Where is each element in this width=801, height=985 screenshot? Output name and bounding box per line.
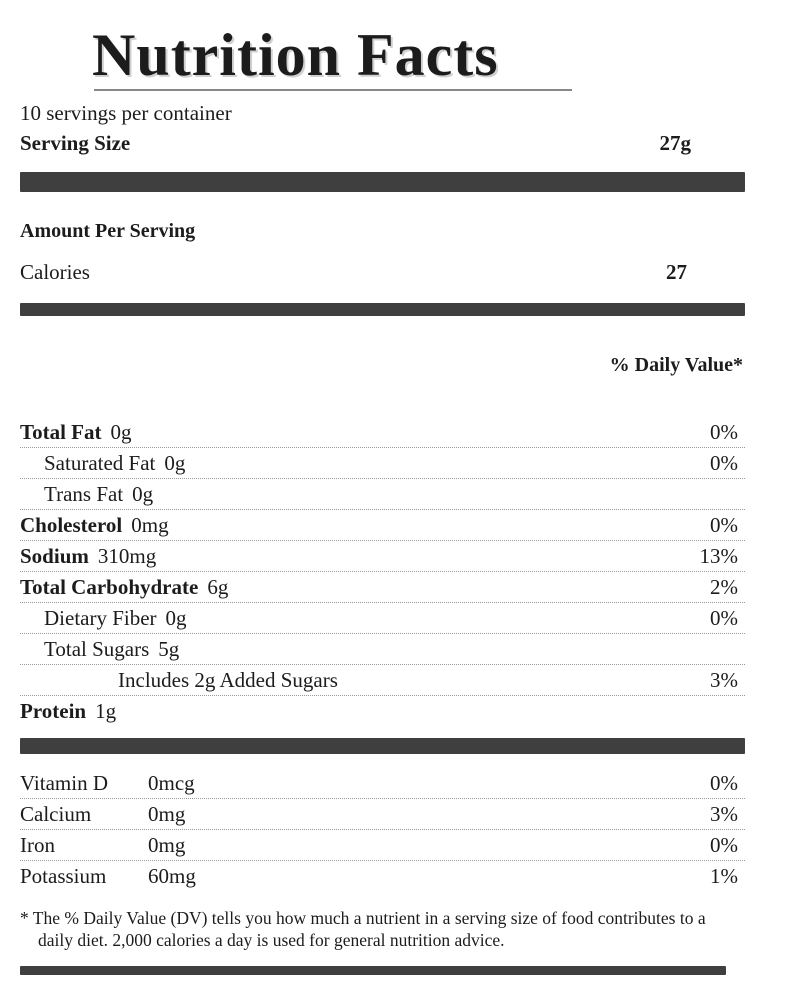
- nutrient-row-sodium: Sodium 310mg 13%: [20, 541, 745, 572]
- nutrient-daily-value: 3%: [710, 668, 738, 692]
- vitamin-amount: 0mg: [148, 802, 186, 826]
- vitamin-daily-value: 1%: [710, 864, 738, 888]
- nutrient-amount: 0mg: [131, 513, 169, 537]
- nutrient-row-added-sugars: Includes 2g Added Sugars 3%: [20, 665, 745, 696]
- nutrient-name: Protein: [20, 699, 87, 723]
- daily-value-header: % Daily Value*: [609, 354, 743, 376]
- amount-per-serving-heading: Amount Per Serving: [20, 220, 196, 242]
- nutrient-name: Total Sugars: [44, 637, 150, 661]
- thick-divider-top: [20, 172, 745, 192]
- nutrient-row-total-fat: Total Fat 0g 0%: [20, 417, 745, 448]
- nutrient-row-saturated-fat: Saturated Fat 0g 0%: [20, 448, 745, 479]
- nutrient-amount: 0g: [164, 451, 186, 475]
- nutrient-amount: 0g: [165, 606, 187, 630]
- thick-divider-vitamins: [20, 738, 745, 754]
- nutrient-name: Cholesterol: [20, 513, 123, 537]
- nutrient-name: Sodium: [20, 544, 89, 568]
- calories-label: Calories: [20, 260, 90, 284]
- daily-value-footnote: * The % Daily Value (DV) tells you how m…: [20, 908, 706, 951]
- nutrient-amount: 0g: [132, 482, 154, 506]
- nutrient-daily-value: 0%: [710, 513, 738, 537]
- vitamin-name: Iron: [20, 833, 55, 857]
- nutrition-facts-label: Nutrition Facts 10 servings per containe…: [20, 0, 745, 975]
- vitamin-name: Vitamin D: [20, 771, 108, 795]
- nutrient-amount: 5g: [158, 637, 180, 661]
- vitamin-daily-value: 3%: [710, 802, 738, 826]
- vitamin-name: Potassium: [20, 864, 107, 888]
- title-underline: [94, 89, 572, 91]
- thick-divider-calories: [20, 303, 745, 316]
- vitamin-amount: 60mg: [148, 864, 196, 888]
- vitamin-row-iron: Iron 0mg 0%: [20, 830, 745, 861]
- vitamin-name: Calcium: [20, 802, 92, 826]
- calories-row: Calories 27: [20, 257, 745, 287]
- nutrient-name: Includes 2g Added Sugars: [118, 668, 338, 692]
- nutrient-amount: 310mg: [97, 544, 157, 568]
- vitamin-row-vitamin-d: Vitamin D 0mcg 0%: [20, 768, 745, 799]
- nutrient-name: Total Fat: [20, 420, 102, 444]
- nutrients-section: Total Fat 0g 0% Saturated Fat 0g 0% Tran…: [20, 417, 745, 726]
- calories-value: 27: [666, 260, 687, 284]
- nutrient-amount: 6g: [207, 575, 229, 599]
- nutrient-row-total-carbohydrate: Total Carbohydrate 6g 2%: [20, 572, 745, 603]
- vitamin-row-calcium: Calcium 0mg 3%: [20, 799, 745, 830]
- vitamin-amount: 0mcg: [148, 771, 195, 795]
- vitamins-section: Vitamin D 0mcg 0% Calcium 0mg 3% Iron 0m…: [20, 768, 745, 891]
- nutrient-amount: 1g: [95, 699, 117, 723]
- vitamin-row-potassium: Potassium 60mg 1%: [20, 861, 745, 891]
- vitamin-daily-value: 0%: [710, 771, 738, 795]
- nutrient-row-dietary-fiber: Dietary Fiber 0g 0%: [20, 603, 745, 634]
- serving-size-label: Serving Size: [20, 131, 131, 155]
- label-title: Nutrition Facts: [92, 22, 499, 88]
- thin-divider-bottom: [20, 965, 726, 975]
- nutrient-row-cholesterol: Cholesterol 0mg 0%: [20, 510, 745, 541]
- nutrient-name: Total Carbohydrate: [20, 575, 199, 599]
- serving-size-row: Serving Size 27g: [20, 128, 745, 158]
- nutrient-daily-value: 13%: [699, 544, 739, 568]
- nutrient-daily-value: 0%: [710, 606, 738, 630]
- vitamin-amount: 0mg: [148, 833, 186, 857]
- nutrient-name: Dietary Fiber: [44, 606, 157, 630]
- nutrient-name: Trans Fat: [44, 482, 124, 506]
- nutrient-row-protein: Protein 1g: [20, 696, 745, 726]
- vitamin-daily-value: 0%: [710, 833, 738, 857]
- serving-size-value: 27g: [659, 131, 692, 155]
- nutrient-daily-value: 0%: [710, 451, 738, 475]
- nutrient-name: Saturated Fat: [44, 451, 156, 475]
- nutrient-daily-value: 0%: [710, 420, 738, 444]
- nutrient-row-trans-fat: Trans Fat 0g: [20, 479, 745, 510]
- nutrient-row-total-sugars: Total Sugars 5g: [20, 634, 745, 665]
- servings-per-container: 10 servings per container: [20, 101, 232, 125]
- nutrient-daily-value: 2%: [710, 575, 738, 599]
- nutrient-amount: 0g: [110, 420, 132, 444]
